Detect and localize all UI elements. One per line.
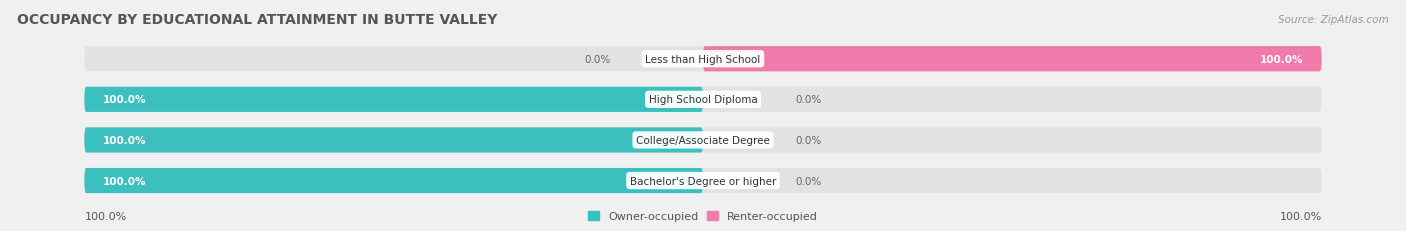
Text: 0.0%: 0.0% xyxy=(796,95,823,105)
Text: Less than High School: Less than High School xyxy=(645,55,761,64)
Text: 100.0%: 100.0% xyxy=(103,135,146,145)
FancyBboxPatch shape xyxy=(703,47,1322,72)
Text: 0.0%: 0.0% xyxy=(583,55,610,64)
FancyBboxPatch shape xyxy=(84,87,1322,112)
Text: OCCUPANCY BY EDUCATIONAL ATTAINMENT IN BUTTE VALLEY: OCCUPANCY BY EDUCATIONAL ATTAINMENT IN B… xyxy=(17,13,498,27)
Text: 100.0%: 100.0% xyxy=(1279,211,1322,221)
Text: Bachelor's Degree or higher: Bachelor's Degree or higher xyxy=(630,176,776,186)
FancyBboxPatch shape xyxy=(84,128,1322,153)
Text: 100.0%: 100.0% xyxy=(103,95,146,105)
Text: Source: ZipAtlas.com: Source: ZipAtlas.com xyxy=(1278,15,1389,25)
FancyBboxPatch shape xyxy=(84,128,703,153)
Text: High School Diploma: High School Diploma xyxy=(648,95,758,105)
Text: 0.0%: 0.0% xyxy=(796,176,823,186)
Text: 100.0%: 100.0% xyxy=(1260,55,1303,64)
FancyBboxPatch shape xyxy=(84,87,703,112)
Text: 100.0%: 100.0% xyxy=(103,176,146,186)
Text: College/Associate Degree: College/Associate Degree xyxy=(636,135,770,145)
FancyBboxPatch shape xyxy=(84,168,1322,193)
Text: 100.0%: 100.0% xyxy=(84,211,127,221)
FancyBboxPatch shape xyxy=(84,47,1322,72)
FancyBboxPatch shape xyxy=(84,168,703,193)
Legend: Owner-occupied, Renter-occupied: Owner-occupied, Renter-occupied xyxy=(583,206,823,226)
Text: 0.0%: 0.0% xyxy=(796,135,823,145)
